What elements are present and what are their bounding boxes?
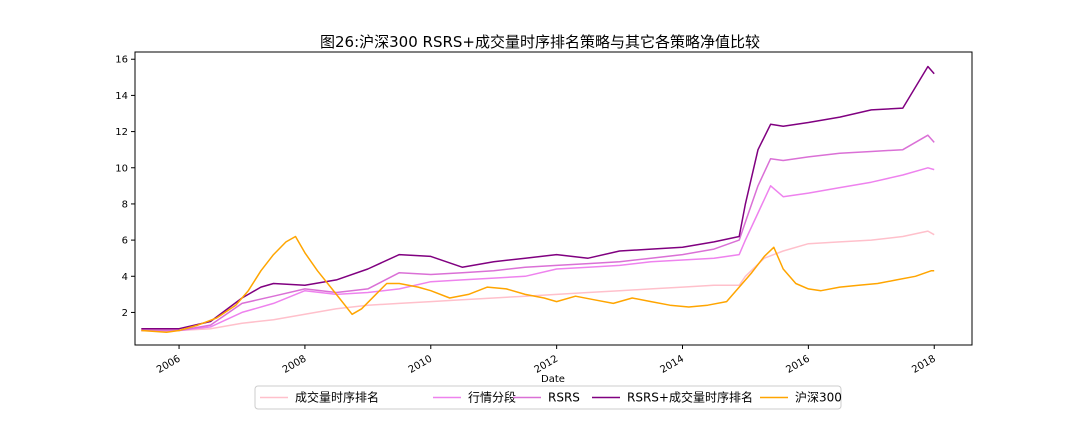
x-tick-label: 2016: [784, 354, 812, 376]
series-line-1: [141, 167, 935, 332]
x-axis: 2006 2008 2010 2012 2014 2016 2018: [155, 345, 938, 376]
y-tick-label: 16: [115, 55, 128, 66]
y-tick-label: 10: [115, 163, 128, 174]
legend-box: [254, 385, 842, 410]
y-tick-label: 14: [115, 91, 128, 102]
x-tick-label: 2014: [658, 354, 686, 376]
x-tick-label: 2018: [910, 354, 938, 376]
legend-label-3: RSRS+成交量时序排名: [627, 390, 753, 405]
series-line-2: [141, 134, 935, 332]
legend-label-2: RSRS: [548, 391, 580, 405]
plot-area-frame: [134, 51, 973, 346]
legend: 成交量时序排名 行情分段 RSRS RSRS+成交量时序排名 沪深300: [254, 385, 842, 410]
series-layer: [141, 65, 935, 334]
x-tick-label: 2006: [155, 354, 183, 376]
y-tick-label: 8: [122, 199, 128, 210]
y-tick-label: 2: [122, 308, 128, 319]
legend-label-4: 沪深300: [795, 391, 842, 405]
y-axis: 2 4 6 8 10 12 14 16: [115, 55, 135, 319]
series-line-4: [141, 235, 935, 334]
x-tick-label: 2012: [533, 354, 561, 376]
chart-title: 图26:沪深300 RSRS+成交量时序排名策略与其它各策略净值比较: [320, 33, 760, 51]
legend-label-0: 成交量时序排名: [295, 390, 379, 405]
y-tick-label: 12: [115, 127, 128, 138]
series-line-0: [141, 230, 935, 332]
y-tick-label: 4: [122, 272, 128, 283]
x-tick-label: 2008: [281, 354, 309, 376]
series-line-3: [141, 65, 935, 330]
x-axis-label: Date: [541, 374, 565, 385]
y-tick-label: 6: [122, 236, 128, 247]
legend-label-1: 行情分段: [468, 390, 516, 405]
x-tick-label: 2010: [407, 354, 435, 376]
